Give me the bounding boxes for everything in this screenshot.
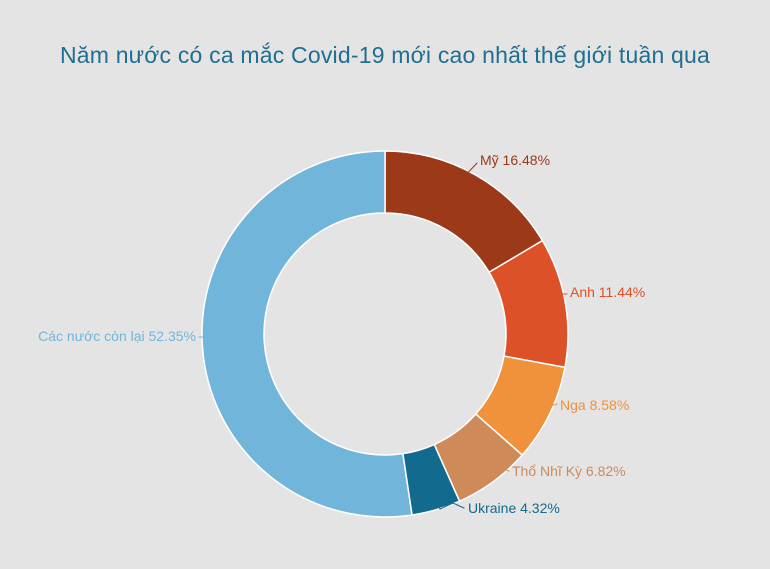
segment-callout-my: Mỹ 16.48%: [480, 152, 550, 168]
chart-title: Năm nước có ca mắc Covid-19 mới cao nhất…: [59, 42, 711, 68]
segment-leader-anh: [551, 293, 568, 302]
segment-callout-tho-nhi-ky: Thổ Nhĩ Kỳ 6.82%: [512, 463, 626, 479]
segment-leader-my: [462, 162, 478, 179]
segment-leader-nga: [537, 398, 558, 408]
donut-segment-cac-nuoc-con-lai[interactable]: [201, 150, 413, 518]
segment-callout-anh: Anh 11.44%: [570, 284, 645, 300]
segment-callout-cac-nuoc-con-lai: Các nước còn lại 52.35%: [38, 328, 196, 344]
segment-callout-ukraine: Ukraine 4.32%: [468, 500, 560, 516]
segment-leader-ukraine: [433, 495, 465, 510]
segment-callout-nga: Nga 8.58%: [560, 397, 629, 413]
segment-leader-tho-nhi-ky: [482, 467, 510, 478]
